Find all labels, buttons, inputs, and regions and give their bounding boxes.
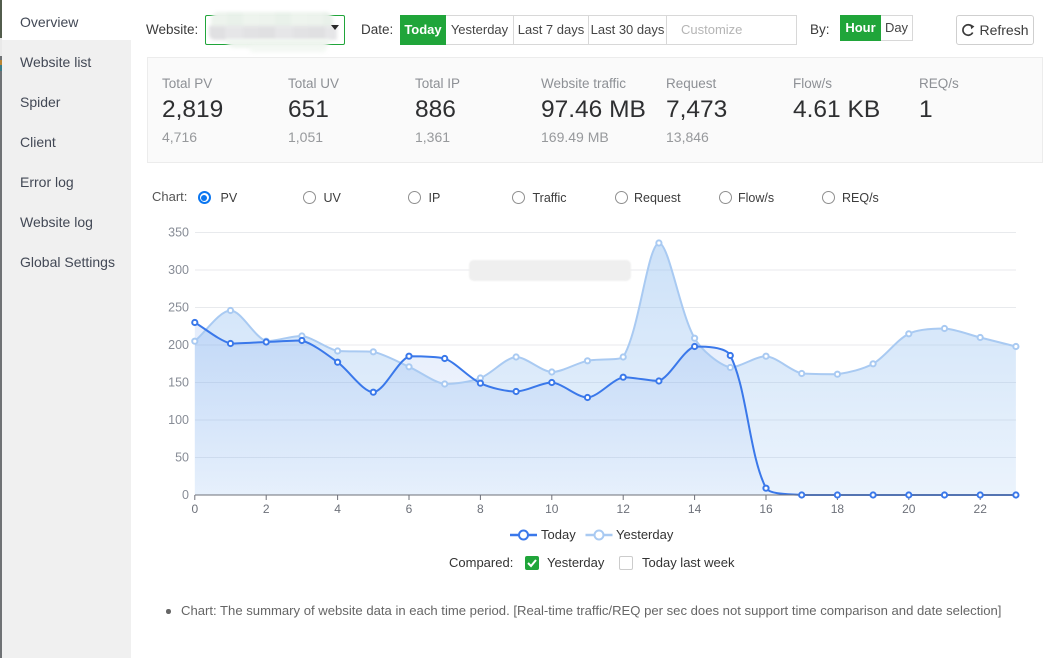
svg-text:16: 16 (759, 502, 773, 516)
svg-text:12: 12 (617, 502, 631, 516)
svg-text:200: 200 (168, 338, 189, 352)
svg-text:18: 18 (831, 502, 845, 516)
svg-text:100: 100 (168, 413, 189, 427)
svg-text:4: 4 (334, 502, 341, 516)
svg-text:0: 0 (182, 488, 189, 502)
svg-text:8: 8 (477, 502, 484, 516)
svg-text:300: 300 (168, 263, 189, 277)
svg-text:10: 10 (545, 502, 559, 516)
svg-text:2: 2 (263, 502, 270, 516)
svg-text:350: 350 (168, 226, 189, 240)
svg-text:22: 22 (974, 502, 988, 516)
svg-text:6: 6 (406, 502, 413, 516)
svg-text:0: 0 (191, 502, 198, 516)
svg-text:150: 150 (168, 376, 189, 390)
svg-text:50: 50 (175, 451, 189, 465)
svg-text:20: 20 (902, 502, 916, 516)
svg-text:250: 250 (168, 301, 189, 315)
svg-text:14: 14 (688, 502, 702, 516)
